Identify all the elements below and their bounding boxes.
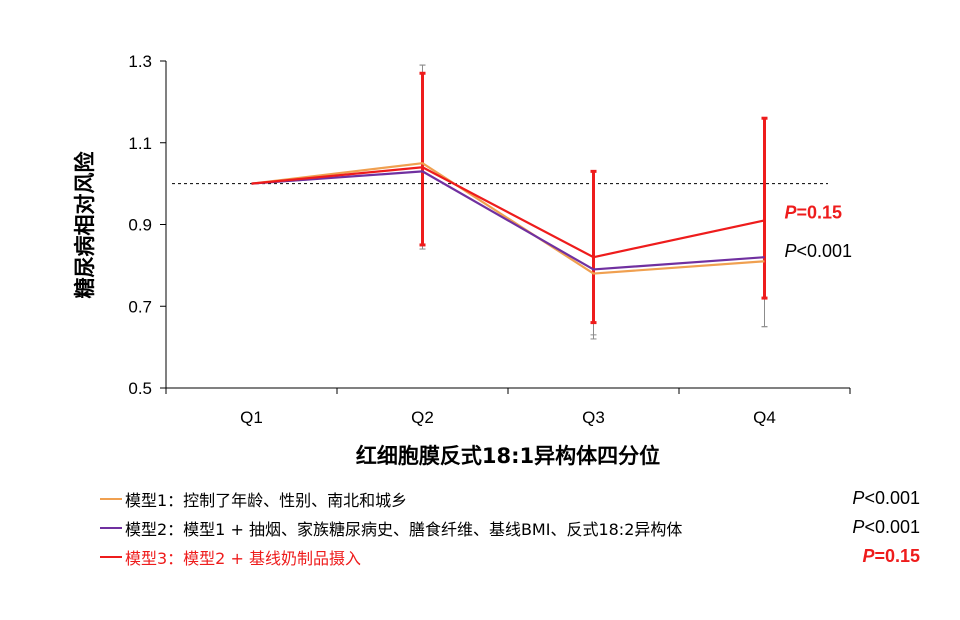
p-value-text: <0.001: [797, 241, 853, 261]
y-tick-label: 1.3: [128, 52, 152, 71]
p-value-annotation: P=0.15: [785, 202, 843, 222]
legend-label: 模型2：模型1 + 抽烟、家族糖尿病史、膳食纤维、基线BMI、反式18:2异构体: [125, 519, 683, 539]
legend-swatch: [100, 526, 122, 529]
chart: 0.50.70.91.11.3Q1 Q2 Q3 Q4P=0.15P<0.001 红细胞…: [73, 52, 853, 468]
p-value-text: <0.001: [864, 488, 920, 508]
legend: 模型1：控制了年龄、性别、南北和城乡 P<0.001 模型2：模型1 + 抽烟、家族…: [100, 484, 930, 571]
y-tick-label: 0.7: [128, 297, 152, 316]
p-letter: P: [785, 202, 798, 222]
legend-label: 模型1：控制了年龄、性别、南北和城乡: [125, 490, 408, 510]
y-tick-label: 0.5: [128, 379, 152, 398]
x-axis-title: 红细胞膜反式18:1异构体四分位: [356, 444, 660, 468]
p-letter: P: [785, 241, 797, 261]
p-letter: P: [852, 488, 865, 508]
series-line-3: [251, 166, 765, 259]
legend-swatch: [100, 555, 122, 558]
p-value-text: =0.15: [874, 546, 920, 566]
p-letter: P: [852, 517, 865, 537]
legend-p-value: P=0.15: [862, 546, 920, 567]
x-tick-label: Q4: [753, 408, 776, 427]
x-tick-label: Q1: [240, 408, 263, 427]
legend-label: 模型3：模型2 + 基线奶制品摄入: [125, 548, 361, 568]
p-value-text: =0.15: [797, 202, 843, 222]
x-tick-label: Q2: [411, 408, 434, 427]
series-line-1: [251, 162, 765, 275]
y-axis-title: 糖尿病相对风险: [73, 151, 97, 299]
legend-swatch: [100, 497, 122, 500]
legend-p-value: P<0.001: [852, 488, 920, 509]
p-value-annotation: P<0.001: [785, 241, 853, 261]
legend-item: 模型3：模型2 + 基线奶制品摄入 P=0.15: [100, 542, 930, 571]
legend-item: 模型1：控制了年龄、性别、南北和城乡 P<0.001: [100, 484, 930, 513]
y-tick-label: 0.9: [128, 216, 152, 235]
x-tick-label: Q3: [582, 408, 605, 427]
y-tick-label: 1.1: [128, 134, 152, 153]
p-value-text: <0.001: [864, 517, 920, 537]
p-letter: P: [862, 546, 875, 566]
legend-p-value: P<0.001: [852, 517, 920, 538]
series-line-2: [251, 170, 765, 271]
legend-item: 模型2：模型1 + 抽烟、家族糖尿病史、膳食纤维、基线BMI、反式18:2异构体…: [100, 513, 930, 542]
